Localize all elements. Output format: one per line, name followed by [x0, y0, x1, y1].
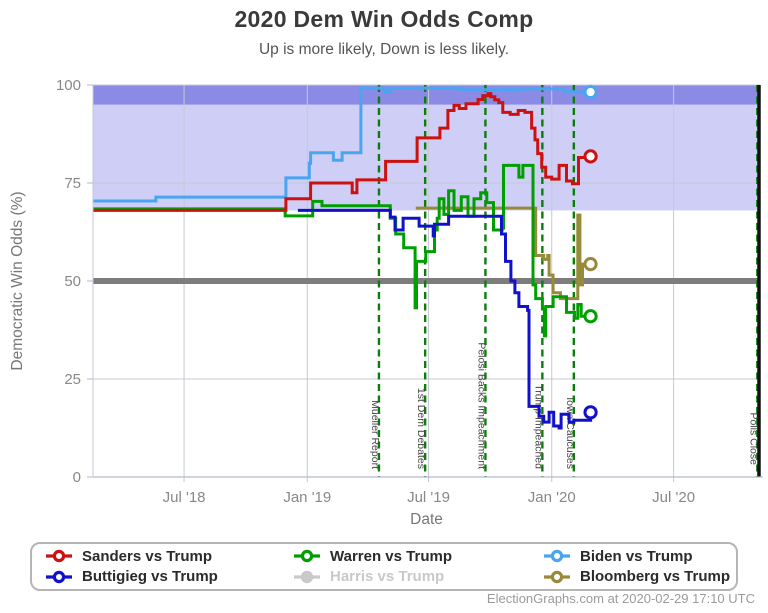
- event-label-pelosi-backs-impeachment: Pelosi Backs Impeachment: [475, 342, 487, 469]
- y-tick-label-50: 50: [64, 273, 81, 290]
- chart-title: 2020 Dem Win Odds Comp: [234, 6, 534, 32]
- legend-item-sanders-vs-trump[interactable]: Sanders vs Trump: [44, 548, 292, 565]
- x-tick-label-jan-19: Jan '19: [283, 489, 331, 506]
- y-tick-label-100: 100: [56, 77, 81, 94]
- legend-item-biden-vs-trump[interactable]: Biden vs Trump: [542, 548, 730, 565]
- series-end-marker-buttigieg: [583, 405, 598, 420]
- y-tick-label-25: 25: [64, 371, 81, 388]
- legend-marker-buttigieg: [46, 570, 72, 583]
- legend-label-sanders: Sanders vs Trump: [82, 547, 213, 565]
- probability-band-0: [93, 85, 760, 211]
- chart-legend: Sanders vs Trump Warren vs Trump Biden vs …: [30, 542, 738, 591]
- y-axis-title: Democratic Win Odds (%): [9, 191, 26, 370]
- x-tick-label-jan-20: Jan '20: [528, 489, 576, 506]
- event-label-mueller-report: Mueller Report: [369, 400, 381, 469]
- legend-label-bloomberg: Bloomberg vs Trump: [580, 568, 731, 586]
- series-end-marker-sanders: [583, 149, 598, 164]
- event-label-1st-dem-debates: 1st Dem Debates: [415, 388, 427, 469]
- legend-marker-warren: [294, 550, 320, 563]
- y-tick-label-0: 0: [73, 469, 81, 486]
- x-tick-label-jul-20: Jul '20: [652, 489, 695, 506]
- series-line-bloomberg: [415, 206, 591, 301]
- legend-item-harris-vs-trump[interactable]: Harris vs Trump: [292, 568, 542, 585]
- legend-marker-biden: [544, 550, 570, 563]
- chart-subtitle: Up is more likely, Down is less likely.: [258, 41, 510, 58]
- legend-label-harris: Harris vs Trump: [330, 568, 445, 586]
- legend-item-bloomberg-vs-trump[interactable]: Bloomberg vs Trump: [542, 568, 730, 585]
- series-end-marker-bloomberg: [583, 257, 598, 272]
- legend-marker-sanders: [46, 550, 72, 563]
- event-label-polls-close: Polls Close: [747, 412, 759, 465]
- event-label-iowa-caucuses: Iowa Caucuses: [564, 397, 576, 469]
- series-line-sanders: [93, 92, 593, 212]
- x-tick-label-jul-19: Jul '19: [407, 489, 450, 506]
- footer-credit: ElectionGraphs.com at 2020-02-29 17:10 U…: [486, 591, 755, 606]
- series-end-marker-biden: [583, 84, 598, 100]
- legend-label-biden: Biden vs Trump: [580, 547, 693, 565]
- y-tick-label-75: 75: [64, 175, 81, 192]
- series-line-buttigieg: [297, 208, 593, 430]
- legend-item-buttigieg-vs-trump[interactable]: Buttigieg vs Trump: [44, 568, 292, 585]
- legend-marker-bloomberg: [544, 570, 570, 583]
- x-axis-title: Date: [410, 511, 443, 528]
- x-tick-label-jul-18: Jul '18: [163, 489, 206, 506]
- legend-label-warren: Warren vs Trump: [330, 547, 452, 565]
- series-end-marker-warren: [583, 309, 598, 324]
- legend-marker-harris: [294, 570, 320, 583]
- legend-item-warren-vs-trump[interactable]: Warren vs Trump: [292, 548, 542, 565]
- odds-line-chart: Mueller Report 1st Dem Debates Pelosi Back…: [9, 77, 763, 528]
- series-line-biden: [93, 86, 593, 203]
- legend-label-buttigieg: Buttigieg vs Trump: [82, 568, 218, 586]
- event-label-trump-impeached: Trump Impeached: [532, 384, 544, 469]
